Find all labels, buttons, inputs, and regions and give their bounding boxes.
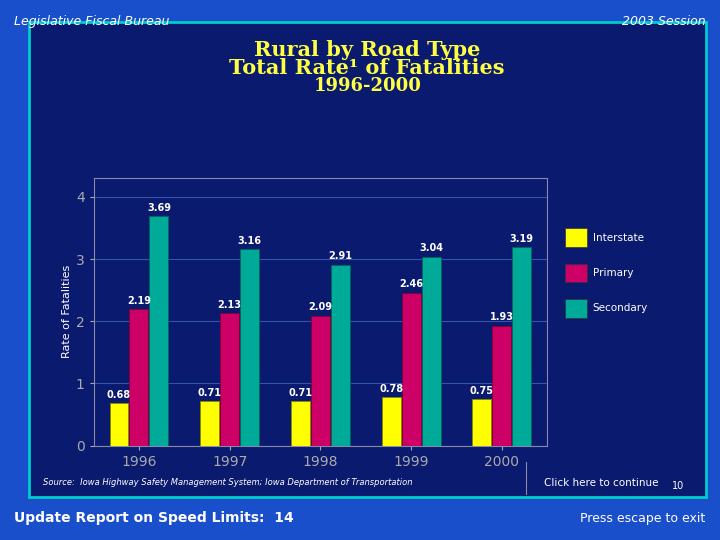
Bar	[382, 397, 400, 445]
Bar	[402, 293, 420, 446]
Text: 2.13: 2.13	[217, 300, 242, 310]
Text: 0.71: 0.71	[198, 388, 222, 399]
Text: 2.09: 2.09	[308, 302, 333, 313]
Text: Press escape to exit: Press escape to exit	[580, 512, 706, 525]
Text: Update Report on Speed Limits:  14: Update Report on Speed Limits: 14	[14, 511, 294, 525]
Text: 3.19: 3.19	[510, 234, 534, 244]
Text: 2.91: 2.91	[328, 252, 352, 261]
Bar	[150, 216, 168, 446]
Bar	[130, 309, 148, 446]
Text: 0.78: 0.78	[379, 384, 403, 394]
Text: 3.16: 3.16	[238, 236, 261, 246]
Text: 3.04: 3.04	[419, 244, 443, 253]
Text: Total Rate¹ of Fatalities: Total Rate¹ of Fatalities	[230, 58, 505, 78]
Bar	[422, 256, 441, 446]
Text: 3.69: 3.69	[147, 203, 171, 213]
Text: Click here to continue: Click here to continue	[544, 478, 658, 488]
Bar	[513, 247, 531, 446]
Bar	[240, 249, 259, 446]
Bar	[311, 315, 330, 445]
Text: 1.93: 1.93	[490, 313, 514, 322]
Y-axis label: Rate of Fatalities: Rate of Fatalities	[61, 265, 71, 359]
Text: 2.19: 2.19	[127, 296, 151, 306]
Text: Rural by Road Type: Rural by Road Type	[254, 40, 480, 60]
Text: Source:  Iowa Highway Safety Management System; Iowa Department of Transportatio: Source: Iowa Highway Safety Management S…	[43, 478, 413, 487]
Bar	[291, 401, 310, 445]
Text: 10: 10	[672, 481, 684, 491]
Text: Interstate: Interstate	[593, 233, 644, 242]
Bar	[109, 403, 128, 446]
Bar	[472, 399, 491, 446]
Text: 1996-2000: 1996-2000	[313, 77, 421, 94]
Text: 0.68: 0.68	[107, 390, 131, 400]
Bar	[200, 401, 219, 445]
Text: Legislative Fiscal Bureau: Legislative Fiscal Bureau	[14, 15, 170, 28]
Text: Secondary: Secondary	[593, 303, 648, 313]
Text: 0.75: 0.75	[470, 386, 494, 396]
Text: Primary: Primary	[593, 268, 633, 278]
Text: 0.71: 0.71	[289, 388, 312, 399]
Text: 2003 Session: 2003 Session	[622, 15, 706, 28]
Bar	[220, 313, 239, 446]
Text: 2.46: 2.46	[399, 280, 423, 289]
Bar	[492, 326, 511, 446]
Bar	[331, 265, 350, 446]
